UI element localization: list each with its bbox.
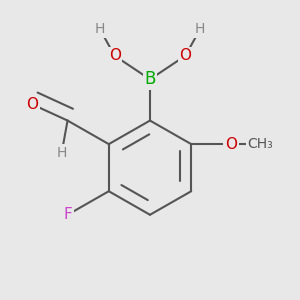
- Text: H: H: [95, 22, 105, 36]
- Text: O: O: [26, 97, 38, 112]
- Text: F: F: [63, 207, 72, 222]
- Text: H: H: [195, 22, 205, 36]
- Text: B: B: [144, 70, 156, 88]
- Text: O: O: [109, 48, 121, 63]
- Text: CH₃: CH₃: [248, 137, 273, 151]
- Text: H: H: [56, 146, 67, 160]
- Text: O: O: [179, 48, 191, 63]
- Text: O: O: [225, 136, 237, 152]
